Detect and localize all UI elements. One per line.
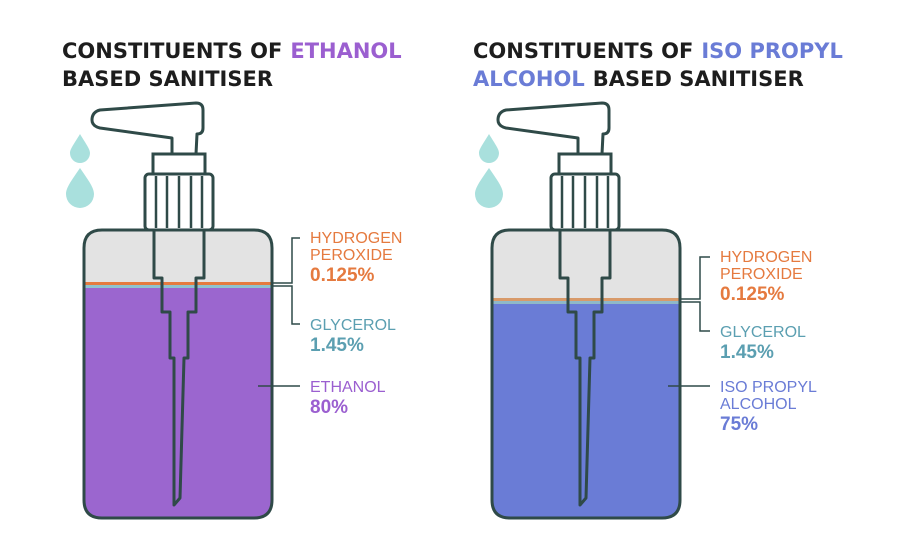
cap-ridges — [154, 176, 204, 228]
small-drop-icon — [70, 134, 90, 163]
ipa-peroxide-label-2: PEROXIDE — [720, 266, 803, 283]
pump-nozzle — [496, 101, 611, 156]
pump-head — [557, 152, 613, 176]
ethanol-glycerol-label: GLYCEROL — [310, 317, 396, 334]
ipa-panel: CONSTITUENTS OF ISO PROPYL ALCOHOL BASED S… — [473, 39, 843, 520]
ethanol-peroxide-layer — [84, 282, 272, 285]
ethanol-alcohol-value: 80% — [310, 397, 348, 418]
ipa-alcohol-value: 75% — [720, 414, 758, 435]
ipa-title-line2: ALCOHOL BASED SANITISER — [473, 67, 804, 91]
ipa-title-line1: CONSTITUENTS OF ISO PROPYL — [473, 39, 843, 63]
ipa-bottle-outline — [490, 228, 682, 520]
ipa-peroxide-label-1: HYDROGEN — [720, 249, 812, 266]
ethanol-leader-lines — [258, 237, 300, 387]
ethanol-glycerol-value: 1.45% — [310, 335, 364, 356]
ipa-glycerol-label: GLYCEROL — [720, 324, 806, 341]
ethanol-liquid — [84, 288, 272, 518]
ipa-alcohol-label-1: ISO PROPYL — [720, 379, 817, 396]
ethanol-bottle-outline — [82, 228, 274, 520]
ethanol-pump-tube — [152, 230, 206, 507]
ethanol-headspace — [84, 230, 272, 284]
ethanol-peroxide-label-1: HYDROGEN — [310, 230, 402, 247]
ipa-pump-tube — [558, 230, 612, 507]
ipa-glycerol-layer — [492, 301, 680, 304]
ethanol-peroxide-label-2: PEROXIDE — [310, 247, 393, 264]
ipa-alcohol-label-2: ALCOHOL — [720, 396, 797, 413]
ipa-headspace — [492, 230, 680, 300]
ethanol-panel: CONSTITUENTS OF ETHANOL BASED SANITISER — [62, 39, 402, 520]
ipa-peroxide-layer — [492, 298, 680, 301]
ethanol-glycerol-layer — [84, 285, 272, 288]
large-drop-icon — [475, 168, 503, 208]
ethanol-title-highlight: ETHANOL — [290, 39, 401, 63]
large-drop-icon — [66, 168, 94, 208]
ethanol-title-line2: BASED SANITISER — [62, 67, 273, 91]
ipa-peroxide-value: 0.125% — [720, 284, 785, 305]
ethanol-alcohol-label: ETHANOL — [310, 379, 386, 396]
pump-head — [151, 152, 207, 176]
ipa-liquid — [492, 304, 680, 518]
ethanol-title-line1: CONSTITUENTS OF ETHANOL — [62, 39, 402, 63]
cap-ridges — [560, 176, 610, 228]
pump-nozzle — [90, 101, 205, 156]
ipa-leader-lines — [668, 256, 710, 387]
ipa-title-highlight: ISO PROPYL — [701, 39, 843, 63]
small-drop-icon — [479, 134, 499, 163]
ipa-glycerol-value: 1.45% — [720, 342, 774, 363]
ethanol-peroxide-value: 0.125% — [310, 265, 375, 286]
